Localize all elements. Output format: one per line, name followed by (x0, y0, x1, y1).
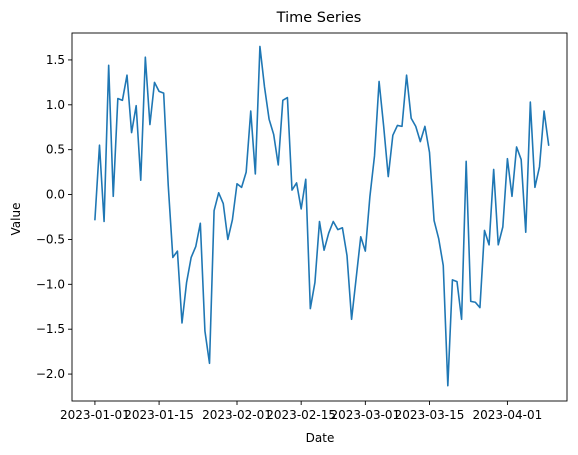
chart-title: Time Series (276, 10, 362, 26)
y-tick-label: −1.0 (36, 277, 65, 291)
x-tick-label: 2023-02-15 (266, 408, 336, 422)
x-tick-label: 2023-04-01 (473, 408, 543, 422)
plot-frame (71, 32, 568, 402)
y-axis-label: Value (9, 203, 23, 236)
y-tick-label: −1.5 (36, 322, 65, 336)
x-tick-label: 2023-01-15 (124, 408, 194, 422)
series-line-0 (94, 45, 550, 387)
y-tick-label: −0.5 (36, 232, 65, 246)
x-tick-label: 2023-02-01 (202, 408, 272, 422)
y-tick-label: −2.0 (36, 367, 65, 381)
y-axis: −2.0 −1.5 −1.0 −0.5 0.0 0.5 1.0 1.5 (36, 53, 72, 381)
y-tick-label: 0.0 (46, 188, 65, 202)
x-tick-label: 2023-03-01 (330, 408, 400, 422)
y-tick-label: 1.5 (46, 53, 65, 67)
x-axis-label: Date (306, 431, 335, 445)
x-tick-label: 2023-03-15 (395, 408, 465, 422)
plot-area (94, 45, 550, 387)
y-tick-label: 1.0 (46, 98, 65, 112)
x-tick-label: 2023-01-01 (60, 408, 130, 422)
y-tick-label: 0.5 (46, 143, 65, 157)
